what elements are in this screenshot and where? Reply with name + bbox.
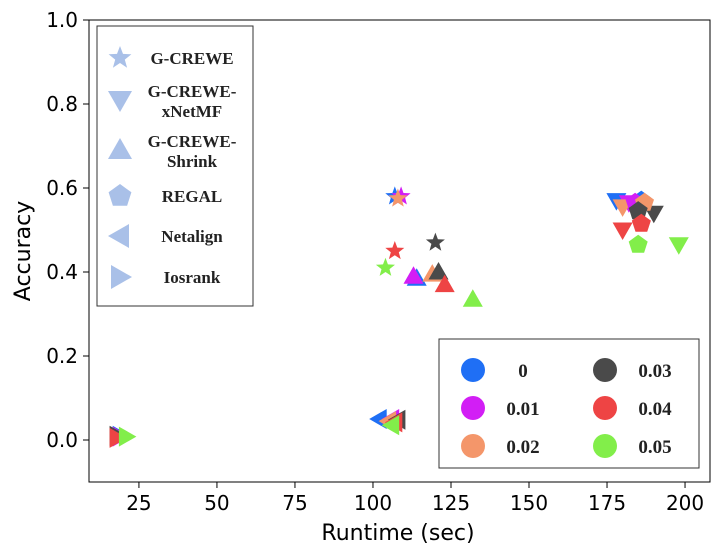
data-point bbox=[612, 222, 633, 240]
legend-label: REGAL bbox=[162, 187, 222, 206]
noise-legend: 0 0.01 0.02 0.03 0.04 0.05 bbox=[438, 338, 700, 469]
x-axis: 25 50 75 100 125 150 175 200 bbox=[126, 482, 704, 515]
x-tick-label: 75 bbox=[282, 491, 307, 515]
data-point bbox=[369, 409, 387, 429]
data-point bbox=[118, 426, 137, 447]
series-g-crewe bbox=[375, 186, 445, 276]
x-tick-label: 200 bbox=[666, 491, 704, 515]
legend-marker-star bbox=[108, 46, 132, 68]
legend-label: G-CREWE- bbox=[148, 132, 237, 151]
method-legend: G-CREWEG-CREWE-xNetMFG-CREWE-ShrinkREGAL… bbox=[96, 25, 254, 307]
data-point bbox=[462, 289, 483, 307]
data-point bbox=[385, 241, 405, 260]
data-point bbox=[403, 266, 424, 284]
legend-swatch bbox=[461, 434, 485, 458]
data-point bbox=[425, 232, 445, 251]
x-axis-title: Runtime (sec) bbox=[321, 521, 474, 546]
y-tick-label: 0.8 bbox=[46, 92, 78, 116]
data-point bbox=[381, 415, 400, 436]
legend-swatch bbox=[461, 396, 485, 420]
legend-noise-label: 0.04 bbox=[638, 399, 672, 420]
legend-marker-triangle-down bbox=[108, 91, 132, 112]
y-axis: 0.0 0.2 0.4 0.6 0.8 1.0 bbox=[46, 8, 89, 452]
data-point bbox=[375, 257, 395, 276]
legend-label: G-CREWE- bbox=[148, 82, 237, 101]
legend-noise-label: 0.05 bbox=[638, 437, 671, 458]
legend-label: Iosrank bbox=[164, 268, 221, 287]
data-point bbox=[628, 234, 648, 253]
x-tick-label: 50 bbox=[204, 491, 229, 515]
legend-swatch bbox=[593, 396, 617, 420]
series-regal bbox=[625, 190, 654, 253]
data-point bbox=[428, 262, 449, 280]
method-legend-frame bbox=[96, 25, 254, 307]
legend-noise-label: 0 bbox=[518, 361, 528, 382]
data-point bbox=[388, 188, 408, 207]
data-point bbox=[434, 274, 455, 293]
legend-marker-triangle-left bbox=[108, 224, 129, 248]
data-point bbox=[628, 201, 648, 220]
x-tick-label: 125 bbox=[432, 491, 470, 515]
y-tick-label: 1.0 bbox=[46, 8, 78, 32]
x-tick-label: 175 bbox=[588, 491, 626, 515]
series-g-crewe-shrink bbox=[403, 262, 483, 307]
legend-label: Shrink bbox=[167, 152, 218, 171]
y-tick-label: 0.4 bbox=[46, 260, 78, 284]
legend-noise-label: 0.03 bbox=[638, 361, 671, 382]
legend-label: Netalign bbox=[161, 227, 223, 246]
y-tick-label: 0.2 bbox=[46, 344, 78, 368]
x-tick-label: 25 bbox=[126, 491, 151, 515]
legend-marker-pentagon bbox=[108, 184, 132, 206]
legend-swatch bbox=[593, 358, 617, 382]
legend-label: G-CREWE bbox=[150, 49, 233, 68]
data-points bbox=[109, 186, 689, 448]
data-point bbox=[668, 237, 689, 255]
x-tick-label: 100 bbox=[354, 491, 392, 515]
legend-label: xNetMF bbox=[162, 102, 222, 121]
series-iosrank bbox=[109, 425, 137, 448]
legend-noise-label: 0.01 bbox=[506, 399, 539, 420]
legend-swatch bbox=[593, 434, 617, 458]
y-tick-label: 0.0 bbox=[46, 428, 78, 452]
y-tick-label: 0.6 bbox=[46, 176, 78, 200]
legend-marker-triangle-right bbox=[111, 265, 132, 289]
legend-marker-triangle-up bbox=[108, 138, 132, 159]
data-point bbox=[631, 213, 651, 232]
y-axis-title: Accuracy bbox=[11, 201, 36, 301]
series-netalign bbox=[369, 409, 406, 436]
legend-noise-label: 0.02 bbox=[506, 437, 539, 458]
x-tick-label: 150 bbox=[510, 491, 548, 515]
data-point bbox=[109, 427, 128, 448]
legend-swatch bbox=[461, 358, 485, 382]
